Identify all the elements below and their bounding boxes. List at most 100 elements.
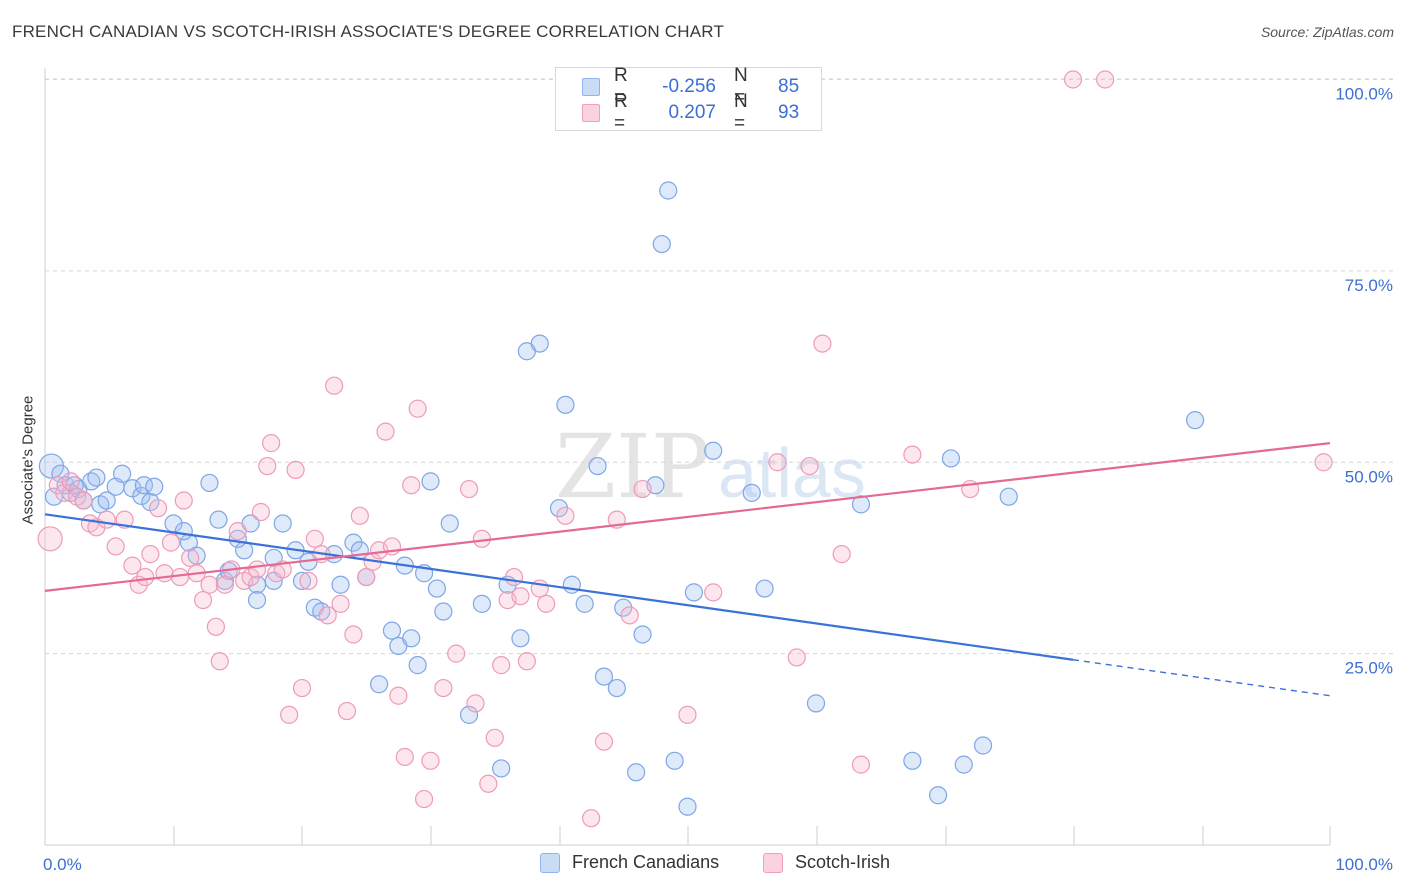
point-french-canadians [440,514,459,533]
point-french-canadians [742,483,761,502]
point-scotch-irish [537,594,556,613]
point-scotch-irish [594,732,614,751]
point-french-canadians [755,579,774,598]
point-french-canadians [588,456,607,476]
legend-r-value: 0.207 [668,102,716,123]
point-french-canadians [806,694,826,713]
point-scotch-irish [161,533,181,552]
point-scotch-irish [228,522,247,541]
legend-n-label: N = [734,91,748,134]
point-french-canadians [575,594,594,613]
legend-swatch-french-canadians [540,852,560,873]
point-scotch-irish [247,560,267,579]
point-scotch-irish [466,694,485,713]
point-french-canadians [434,602,453,621]
point-scotch-irish [434,678,453,698]
chart-title: FRENCH CANADIAN VS SCOTCH-IRISH ASSOCIAT… [12,22,725,41]
point-french-canadians [594,667,614,686]
point-french-canadians [402,629,421,648]
point-scotch-irish [376,422,395,441]
series-legend: French Canadians Scotch-Irish [0,852,1406,876]
legend-r-value: -0.256 [662,76,716,97]
point-french-canadians [626,763,646,782]
point-scotch-irish [1063,70,1083,89]
trend-line-scotch-irish [44,442,1331,592]
point-french-canadians [273,514,292,533]
point-scotch-irish [389,686,408,705]
point-scotch-irish [504,567,524,587]
point-scotch-irish [903,445,922,464]
point-french-canadians [954,755,973,774]
legend-item-scotch-irish: Scotch-Irish [763,852,890,873]
point-scotch-irish [1096,70,1115,89]
legend-swatch-french-canadians [582,78,600,96]
point-scotch-irish [402,476,421,495]
point-scotch-irish [193,590,213,610]
legend-row-french-canadians: R = -0.256 N = 85 [582,65,800,108]
point-french-canadians [247,590,267,610]
point-french-canadians [97,491,116,510]
point-scotch-irish [97,510,116,529]
legend-label-scotch-irish: Scotch-Irish [795,852,891,872]
point-french-canadians [145,477,164,496]
point-scotch-irish [492,656,511,675]
point-scotch-irish [262,434,281,453]
point-scotch-irish [472,529,491,548]
legend-n-value: 85 [778,76,800,97]
point-scotch-irish [280,705,299,724]
point-scotch-irish [511,587,530,606]
point-scotch-irish [200,575,219,594]
point-scotch-irish [395,747,414,767]
point-french-canadians [132,486,151,506]
point-scotch-irish [286,460,305,480]
point-scotch-irish [787,648,806,667]
point-french-canadians [200,473,219,493]
watermark-zip: ZIP [555,415,710,518]
point-scotch-irish [344,625,363,644]
point-french-canadians [87,468,106,487]
legend-label-french-canadians: French Canadians [572,852,720,872]
point-scotch-irish [459,479,479,499]
point-scotch-irish [325,376,344,395]
y-tick-label: 50.0% [1345,467,1393,486]
point-french-canadians [331,575,350,594]
point-french-canadians [511,629,530,648]
point-scotch-irish [331,594,350,613]
y-tick-label: 100.0% [1335,85,1393,104]
legend-r-label: R = [614,65,628,108]
legend-swatch-scotch-irish [582,104,600,122]
legend-n-value: 93 [778,102,800,123]
point-french-canadians [665,751,684,770]
point-french-canadians [684,583,704,602]
point-french-canadians [427,579,447,598]
point-scotch-irish [136,567,155,587]
point-french-canadians [633,625,652,644]
point-french-canadians [292,571,312,591]
correlation-legend: R = -0.256 N = 85 R = 0.207 N = 93 [555,65,822,134]
point-scotch-irish [215,575,234,594]
point-french-canadians [704,441,723,460]
point-scotch-irish [305,529,324,548]
point-french-canadians [941,449,961,468]
point-french-canadians [928,786,948,805]
y-tick-label: 75.0% [1345,276,1393,295]
point-scotch-irish [61,472,80,491]
point-scotch-irish [106,537,125,556]
point-french-canadians [112,464,132,483]
point-scotch-irish [485,728,504,747]
point-scotch-irish [633,479,652,499]
point-scotch-irish [447,644,466,663]
point-scotch-irish [1314,453,1333,472]
point-scotch-irish [155,564,174,583]
point-french-canadians [999,487,1018,506]
point-scotch-irish [556,506,575,525]
point-french-canadians [607,678,626,698]
point-scotch-irish [832,545,851,564]
point-scotch-irish [148,499,168,518]
point-french-canadians [530,334,549,353]
point-scotch-irish [337,701,357,721]
point-scotch-irish [851,755,871,774]
point-scotch-irish [421,751,440,770]
point-scotch-irish [704,583,723,602]
legend-row-scotch-irish: R = 0.207 N = 93 [582,91,800,134]
